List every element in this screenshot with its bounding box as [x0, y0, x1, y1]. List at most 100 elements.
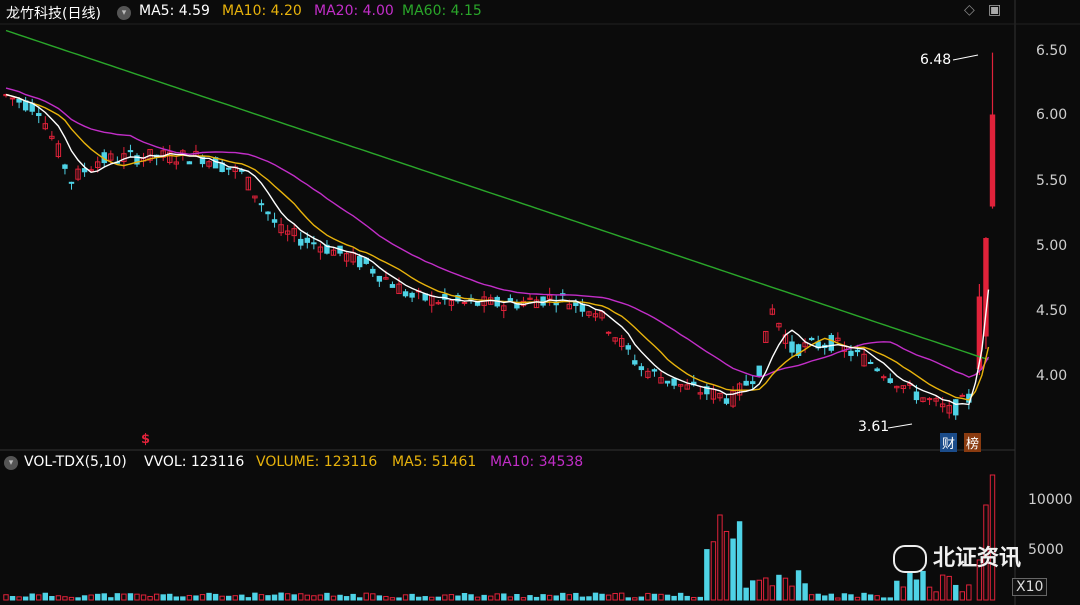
candle-body: [671, 378, 677, 386]
volume-bar: [939, 574, 946, 601]
candle-body: [383, 277, 389, 280]
zoom-button[interactable]: X10: [1012, 578, 1048, 596]
volume-bar: [81, 595, 88, 601]
volume-bar: [494, 593, 500, 601]
volume-bar: [140, 594, 147, 601]
candle-body: [298, 238, 304, 246]
volume-bar: [540, 594, 546, 601]
volume-bar: [520, 597, 527, 601]
candle-body: [632, 360, 638, 365]
volume-bar: [946, 575, 952, 601]
candle-body: [953, 399, 959, 416]
volume-bar: [16, 596, 22, 601]
volume-bar: [989, 474, 996, 601]
volume-bar: [507, 596, 514, 601]
volume-bar: [468, 594, 474, 601]
volume-bar: [881, 597, 887, 601]
candle-body: [36, 113, 42, 117]
volume-bar: [127, 593, 134, 601]
y-tick: 5.50: [1036, 173, 1068, 189]
panel-toggle-icon[interactable]: ▣: [988, 2, 1002, 18]
candle-body: [776, 322, 782, 328]
volume-bar: [887, 597, 893, 601]
volume-bar: [448, 594, 455, 601]
volume-bar: [874, 595, 880, 601]
vol-tick: 10000: [1028, 492, 1073, 508]
diamond-icon[interactable]: ◇: [964, 2, 975, 18]
volume-bar: [167, 593, 173, 601]
candle-body: [983, 238, 989, 337]
y-tick: 4.00: [1036, 368, 1068, 384]
volume-bar: [265, 595, 271, 601]
ma10-line: [5, 93, 990, 401]
volume-bar: [763, 577, 769, 601]
volume-bar: [422, 596, 428, 601]
candle-body: [95, 161, 101, 169]
watermark-text: 北证资讯: [933, 546, 1022, 571]
wechat-icon: [893, 545, 927, 573]
candle-body: [265, 211, 271, 215]
volume-bar: [9, 596, 16, 601]
candle-body: [939, 403, 946, 408]
volume-bar: [586, 596, 592, 601]
candle-body: [638, 366, 645, 371]
candle-body: [258, 203, 265, 206]
vol-ma5-label: MA5: 51461: [392, 454, 477, 470]
volume-bar: [488, 595, 494, 601]
volume-bar: [75, 597, 81, 601]
volume-bar: [560, 592, 566, 601]
candle-body: [854, 349, 861, 353]
event-marker[interactable]: $: [141, 432, 151, 447]
candle-body: [723, 398, 730, 404]
candle-body: [989, 114, 996, 207]
volume-bar: [49, 596, 55, 601]
volume-bar: [605, 594, 612, 601]
volume-bar: [867, 594, 874, 601]
ma5-label: MA5: 4.59: [139, 3, 210, 19]
volume-bar: [894, 580, 900, 601]
volume-bar: [88, 594, 94, 601]
volume-bar: [553, 595, 559, 601]
volume-bar: [828, 593, 834, 601]
volume-bar: [36, 594, 42, 601]
volume-bar: [383, 595, 389, 601]
volume-bar: [664, 594, 671, 601]
volume-bar: [442, 594, 448, 601]
list-badge[interactable]: 榜: [964, 433, 982, 452]
volume-bar: [822, 595, 828, 601]
candle-body: [677, 383, 684, 387]
volume-bar: [330, 595, 337, 601]
candle-body: [409, 292, 415, 298]
candle-body: [717, 392, 723, 399]
candle-body: [743, 380, 749, 386]
candle-body: [81, 168, 88, 173]
high-arrow: [952, 54, 979, 61]
candle-body: [704, 386, 710, 395]
volume-bar: [435, 596, 442, 601]
y-tick: 6.00: [1036, 107, 1068, 123]
volume-bar: [409, 593, 415, 601]
candle-body: [226, 167, 232, 170]
volume-bar: [638, 596, 645, 601]
volume-bar: [671, 595, 677, 601]
volume-bar: [147, 595, 153, 601]
volume-bar: [55, 595, 62, 601]
volume-bar: [546, 594, 553, 601]
candle-body: [501, 305, 507, 312]
volume-bar: [730, 538, 736, 601]
candle-body: [330, 249, 337, 256]
volume-bar: [691, 596, 697, 601]
candle-body: [55, 143, 62, 158]
vvol-label: VVOL: 123116: [144, 454, 245, 470]
finance-badge[interactable]: 财: [940, 433, 958, 452]
volume-bar: [180, 596, 186, 601]
volume-bar: [134, 593, 140, 601]
volume-header: ▾ VOL-TDX(5,10) VVOL: 123116 VOLUME: 123…: [0, 452, 1080, 474]
stock-title: 龙竹科技(日线): [6, 6, 101, 22]
volume-bar: [278, 592, 284, 601]
candle-body: [697, 392, 703, 395]
volume-bar: [861, 592, 867, 601]
volume-bar: [756, 579, 762, 601]
candle-body: [763, 330, 769, 343]
